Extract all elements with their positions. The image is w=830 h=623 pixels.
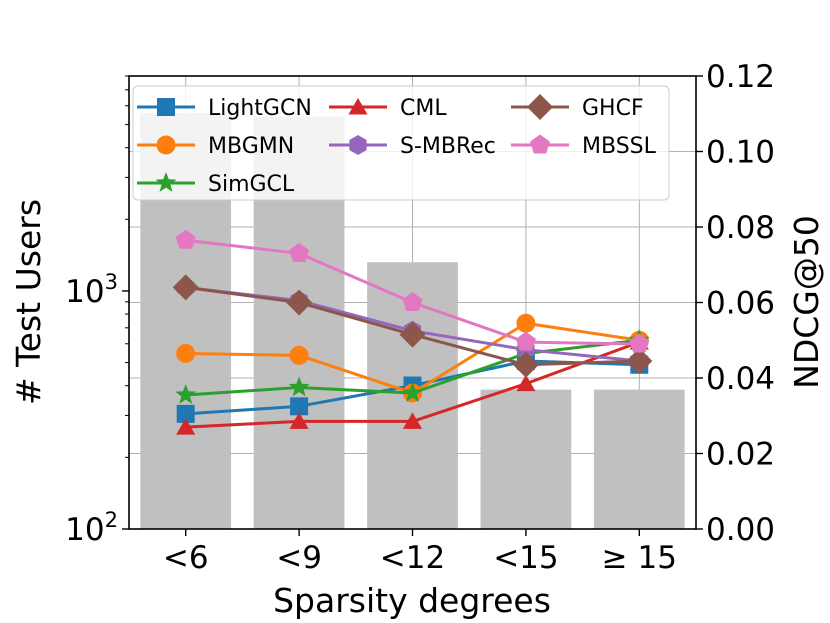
data-point [172,274,199,301]
data-point [289,242,310,262]
axis-layer: <6 <9 <12 <15 ≥ 15 0.00 0.02 0.04 0.06 0.08 0.10 0.… [65,59,775,576]
data-point [399,321,426,348]
data-point [402,382,423,402]
legend-marker [349,135,367,155]
data-point [290,397,309,416]
data-point [175,383,197,404]
y-left-tick-label: 102 [65,508,118,548]
bar-3 [480,389,572,529]
legend-label: GHCF [582,96,644,121]
data-point [288,376,310,397]
legend-marker [348,98,368,115]
legend-marker [156,135,176,155]
data-point [289,412,309,429]
legend-item-SimGCL: SimGCL [137,172,295,197]
legend-label: MBSSL [582,134,657,159]
bar-4 [593,389,685,529]
legend-marker [530,134,550,154]
legend-label: S-MBRec [400,134,496,159]
x-tick-label: ≥ 15 [602,540,677,576]
y-right-tick-label: 0.04 [706,361,775,397]
legend-item-GHCF: GHCF [511,94,644,121]
data-point [176,418,196,435]
legend-marker [527,94,553,120]
data-point [512,351,539,378]
y-right-tick-label: 0.08 [706,210,775,246]
x-tick-label: <15 [493,540,558,576]
x-tick-label: <9 [276,540,322,576]
y-right-tick-label: 0.06 [706,286,775,322]
data-point [515,331,536,351]
data-point [626,348,653,375]
x-axis-label: Sparsity degrees [273,581,551,620]
data-point [516,374,536,392]
y-left-tick-label: 103 [65,270,118,310]
series-GHCF [172,274,653,378]
y-right-tick-label: 0.10 [706,135,775,171]
legend-item-CML: CML [329,96,447,121]
data-point [402,412,423,429]
x-tick-label: <12 [380,540,445,576]
data-point [629,333,650,353]
legend-marker [155,172,177,192]
legend-label: CML [400,96,447,121]
y-axis-right-label: NDCG@50 [787,215,826,389]
line-layer [172,229,653,435]
y-axis-left-label: # Test Users [9,199,48,405]
legend-item-MBGMN: MBGMN [137,134,294,159]
y-right-tick-label: 0.00 [706,512,775,548]
legend-label: LightGCN [208,96,312,121]
y-right-tick-label: 0.12 [706,59,775,95]
legend-label: SimGCL [208,172,295,197]
series-MBSSL [175,229,650,353]
legend-item-LightGCN: LightGCN [137,96,312,121]
data-point [289,345,309,365]
data-point [176,343,196,363]
bar-layer [140,112,685,530]
legend-label: MBGMN [208,134,294,159]
legend-item-MBSSL: MBSSL [511,134,657,159]
data-point [176,404,195,423]
data-point [286,289,313,316]
x-tick-label: <6 [163,540,209,576]
legend-item-S-MBRec: S-MBRec [329,134,496,159]
y-right-tick-label: 0.02 [706,437,775,473]
data-point [402,292,423,311]
legend-marker [157,98,175,116]
legend: LightGCN MBGMN SimGCL CML S-MBRec GHCF MBSSL [132,85,670,201]
data-point [175,229,196,249]
data-point [516,313,536,333]
